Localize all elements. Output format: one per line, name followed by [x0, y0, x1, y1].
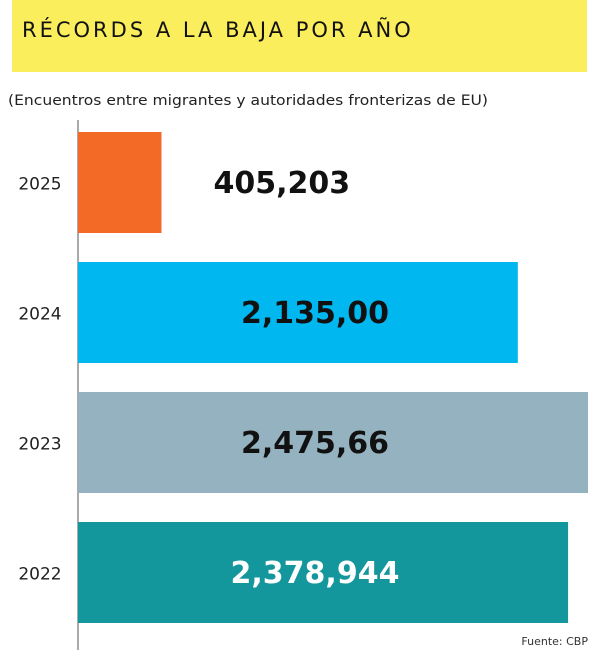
y-tick-label: 2025 — [18, 175, 61, 195]
chart-subtitle: (Encuentros entre migrantes y autoridade… — [8, 93, 488, 109]
source: Fuente: CBP — [521, 635, 588, 648]
y-tick-label: 2022 — [18, 565, 61, 585]
value-label: 2,135,00 — [241, 296, 389, 331]
title-band — [12, 0, 587, 72]
value-label: 405,203 — [213, 166, 350, 201]
bar — [78, 522, 569, 623]
bar — [78, 132, 162, 233]
y-tick-label: 2024 — [18, 305, 61, 325]
y-tick-label: 2023 — [18, 435, 61, 455]
bar — [78, 262, 518, 363]
value-label: 2,378,944 — [231, 556, 400, 591]
chart-title: RÉCORDS A LA BAJA POR AÑO — [22, 16, 414, 42]
value-label: 2,475,66 — [241, 426, 389, 461]
bar — [78, 392, 588, 493]
